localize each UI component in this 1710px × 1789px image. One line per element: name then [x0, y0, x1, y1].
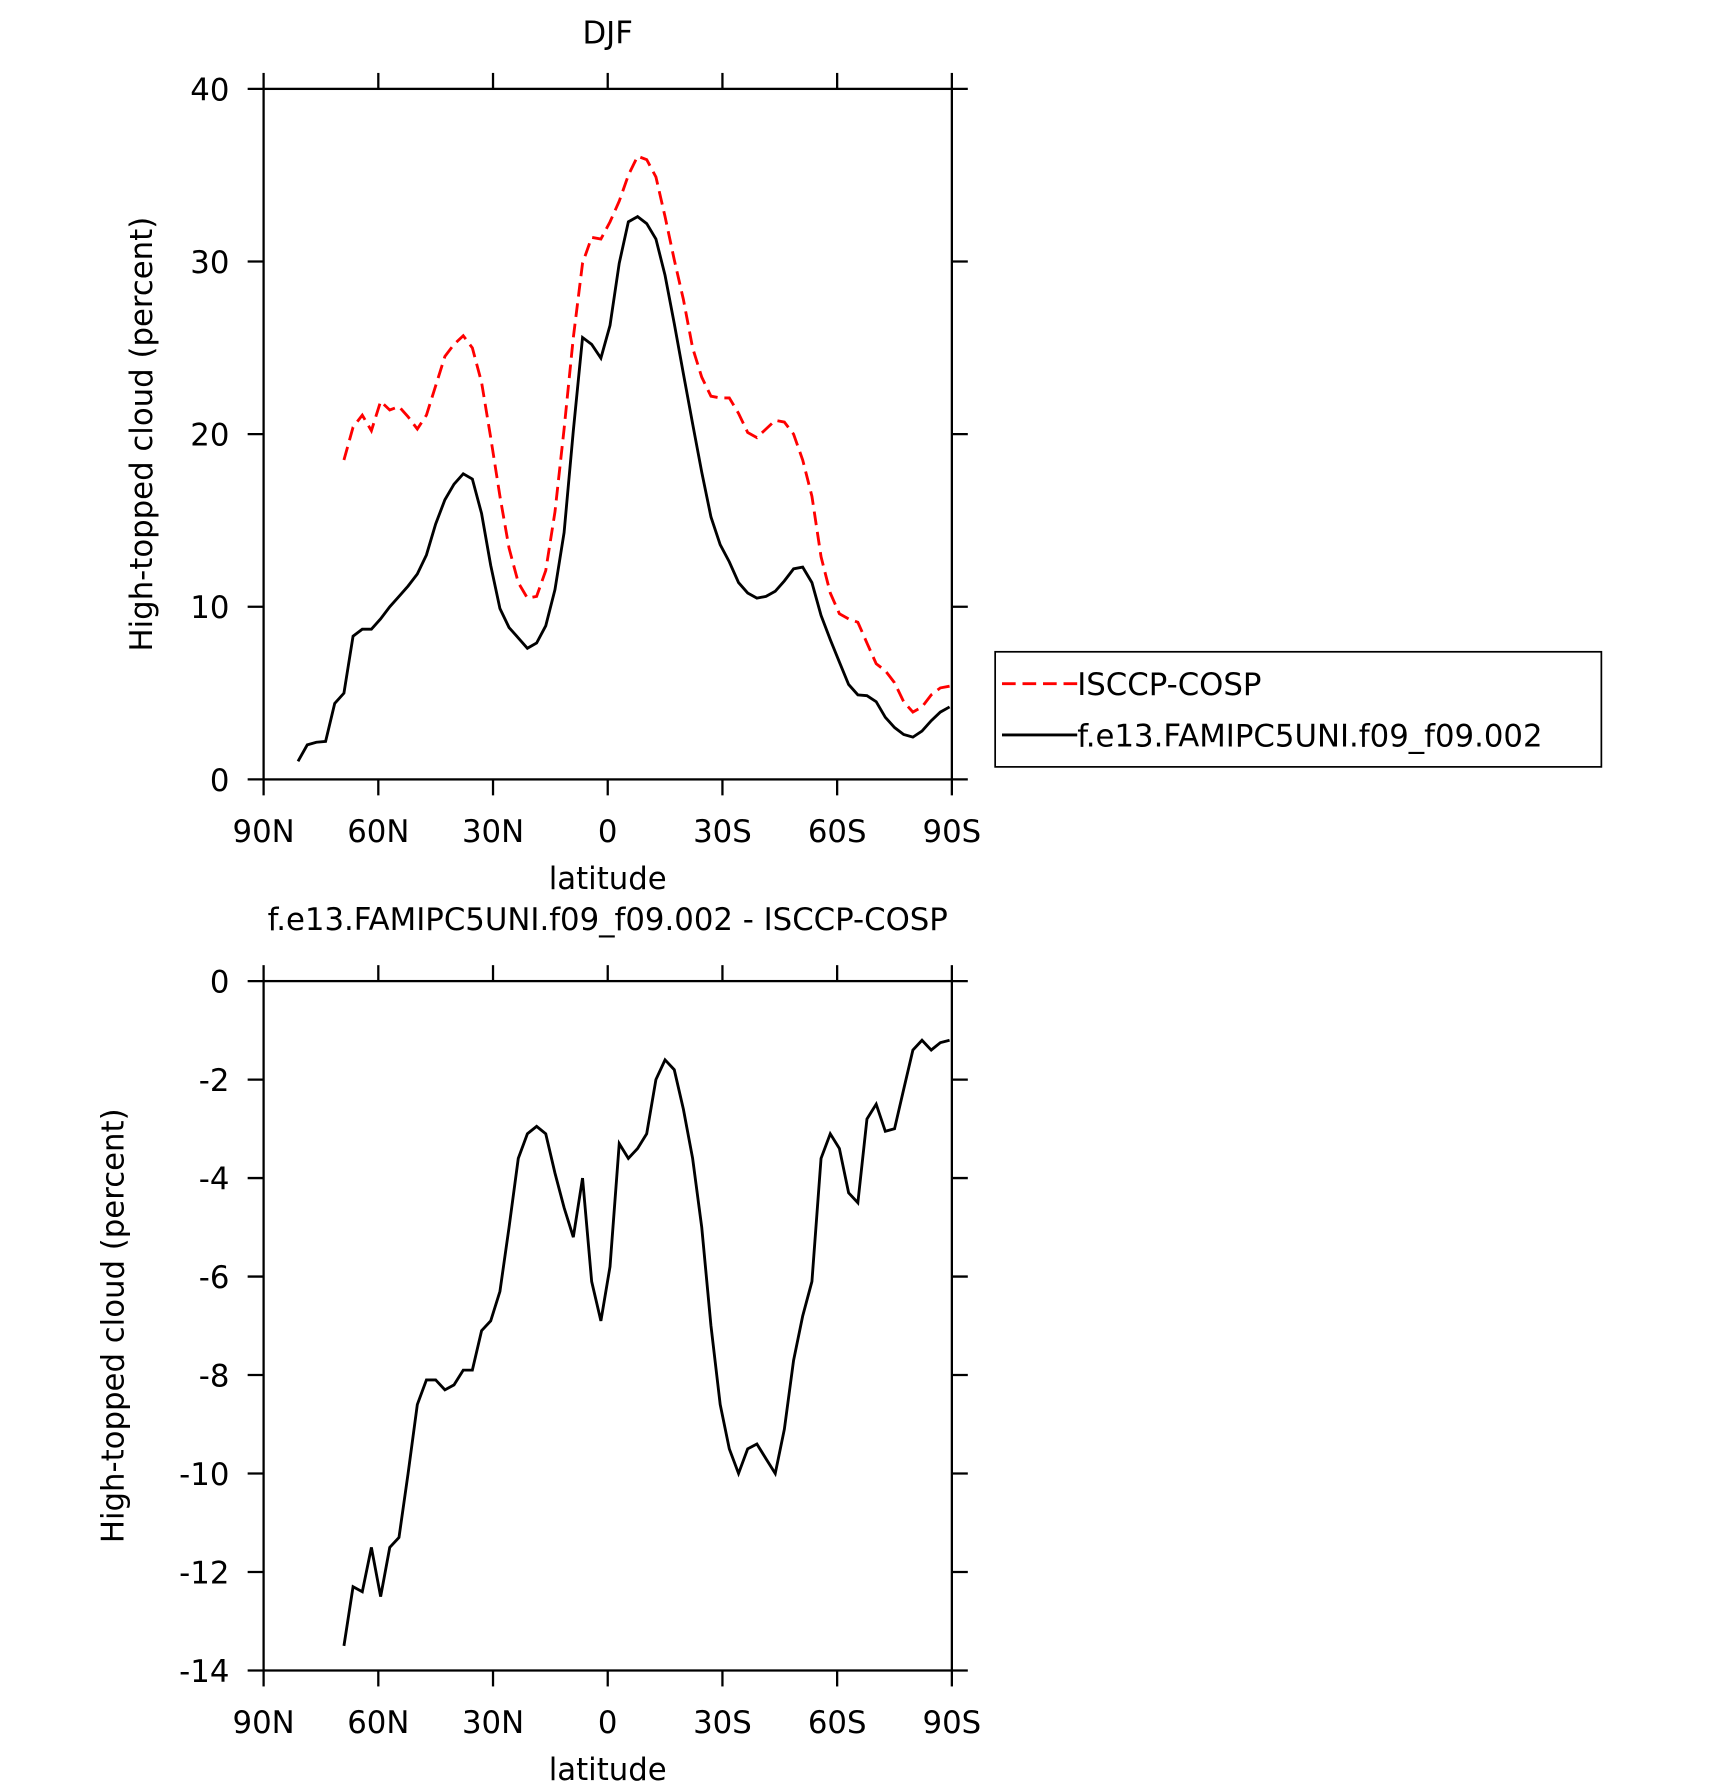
series-line: [342, 154, 950, 714]
x-tick-label: 30N: [462, 1705, 524, 1741]
x-axis-label: latitude: [549, 861, 667, 897]
x-tick-label: 30N: [462, 814, 524, 850]
x-tick-label: 60N: [347, 814, 409, 850]
x-tick-label: 60S: [808, 1705, 867, 1741]
x-tick-label: 60N: [347, 1705, 409, 1741]
y-tick-label: -2: [199, 1063, 230, 1099]
legend-box: [994, 650, 1603, 768]
y-tick-label: -8: [199, 1358, 230, 1394]
x-tick-label: 90S: [923, 1705, 982, 1741]
plot-frame: [262, 979, 953, 1672]
x-tick-label: 90N: [233, 814, 295, 850]
x-tick-label: 30S: [693, 1705, 752, 1741]
x-tick-label: 30S: [693, 814, 752, 850]
y-tick-label: 20: [190, 418, 229, 454]
legend-label: ISCCP-COSP: [1077, 667, 1261, 703]
series-line: [296, 214, 951, 762]
y-tick-label: -14: [179, 1654, 229, 1690]
y-tick-label: 10: [190, 590, 229, 626]
x-tick-label: 90N: [233, 1705, 295, 1741]
series-line: [342, 1038, 950, 1647]
y-tick-label: -10: [179, 1457, 229, 1493]
x-axis-label: latitude: [549, 1752, 667, 1788]
x-tick-label: 0: [598, 1705, 618, 1741]
x-tick-label: 0: [598, 814, 618, 850]
y-tick-label: -4: [199, 1161, 230, 1197]
y-tick-label: -6: [199, 1260, 230, 1296]
y-tick-label: -12: [179, 1555, 229, 1591]
y-axis-label: High-topped cloud (percent): [124, 217, 160, 652]
y-tick-label: 0: [210, 964, 230, 1000]
plot-frame: [262, 87, 953, 781]
x-tick-label: 90S: [923, 814, 982, 850]
y-tick-label: 30: [190, 245, 229, 281]
y-axis-label: High-topped cloud (percent): [95, 1108, 131, 1543]
y-tick-label: 0: [210, 763, 230, 799]
chart-title: DJF: [583, 15, 633, 51]
y-tick-label: 40: [190, 72, 229, 108]
chart-title: f.e13.FAMIPC5UNI.f09_f09.002 - ISCCP-COS…: [268, 902, 948, 938]
legend-label: f.e13.FAMIPC5UNI.f09_f09.002: [1077, 718, 1542, 754]
x-tick-label: 60S: [808, 814, 867, 850]
